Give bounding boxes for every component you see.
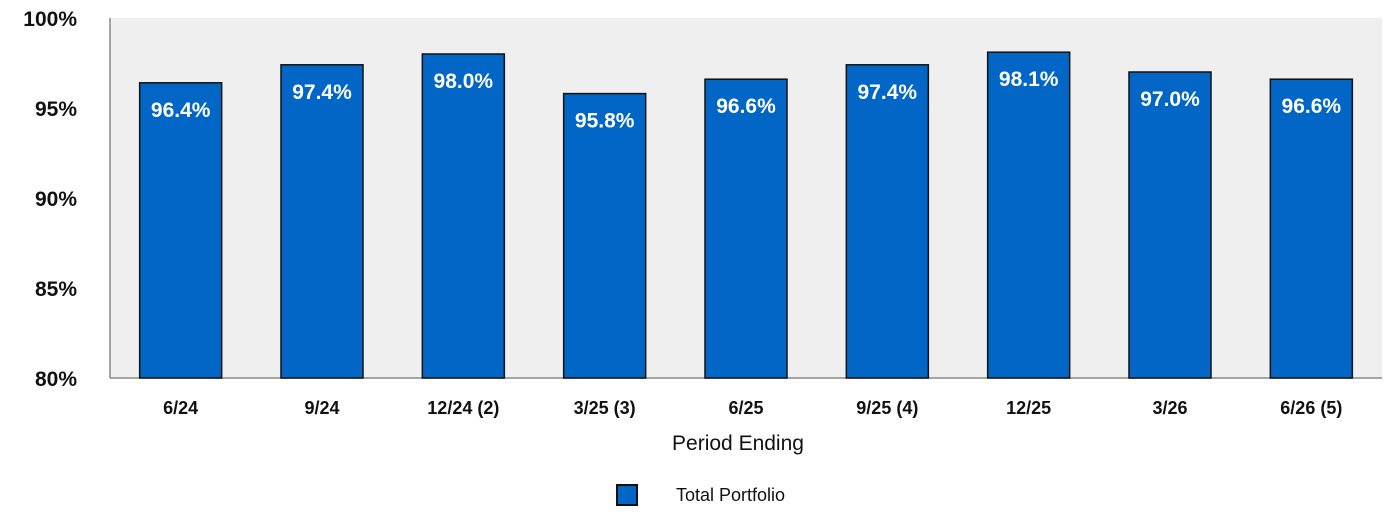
data-label: 98.0% [434,70,494,93]
y-tick-label: 80% [35,368,77,391]
y-tick-label: 95% [35,98,77,121]
legend-swatch [616,484,638,506]
bar [704,78,788,379]
bar [138,82,223,379]
x-tick-label: 3/25 (3) [574,398,636,418]
x-axis-title: Period Ending [672,432,804,455]
data-label: 96.4% [151,99,211,122]
data-label: 95.8% [575,110,635,133]
bar [1128,71,1212,379]
y-tick-label: 100% [23,8,77,31]
y-tick-label: 90% [35,188,77,211]
data-label: 97.0% [1140,88,1200,111]
x-tick-label: 9/25 (4) [856,398,918,418]
bar [562,92,647,379]
x-tick-label: 6/26 (5) [1280,398,1342,418]
data-label: 97.4% [292,81,352,104]
x-tick-label: 6/24 [163,398,198,418]
data-label: 96.6% [716,95,776,118]
bar [421,53,506,379]
x-tick-label: 9/24 [304,398,339,418]
x-tick-label: 6/25 [728,398,763,418]
bar [280,64,364,379]
data-label: 96.6% [1282,95,1342,118]
bar [1269,78,1354,379]
data-label: 97.4% [858,81,918,104]
x-tick-label: 12/24 (2) [427,398,499,418]
data-label: 98.1% [999,68,1059,91]
legend-label: Total Portfolio [676,484,786,505]
y-tick-label: 85% [35,278,77,301]
legend: Total Portfolio [616,484,785,506]
x-tick-label: 12/25 [1006,398,1051,418]
bar [845,64,930,379]
bar [986,51,1071,379]
x-tick-label: 3/26 [1152,398,1187,418]
